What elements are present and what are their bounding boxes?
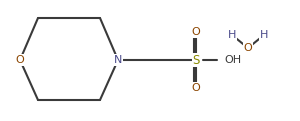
Text: OH: OH xyxy=(224,55,241,65)
Text: H: H xyxy=(228,30,236,40)
Text: N: N xyxy=(114,55,122,65)
Text: O: O xyxy=(192,83,200,93)
Text: O: O xyxy=(244,43,252,53)
Text: O: O xyxy=(192,27,200,37)
Text: O: O xyxy=(16,55,24,65)
Text: S: S xyxy=(192,53,200,67)
Text: H: H xyxy=(260,30,268,40)
